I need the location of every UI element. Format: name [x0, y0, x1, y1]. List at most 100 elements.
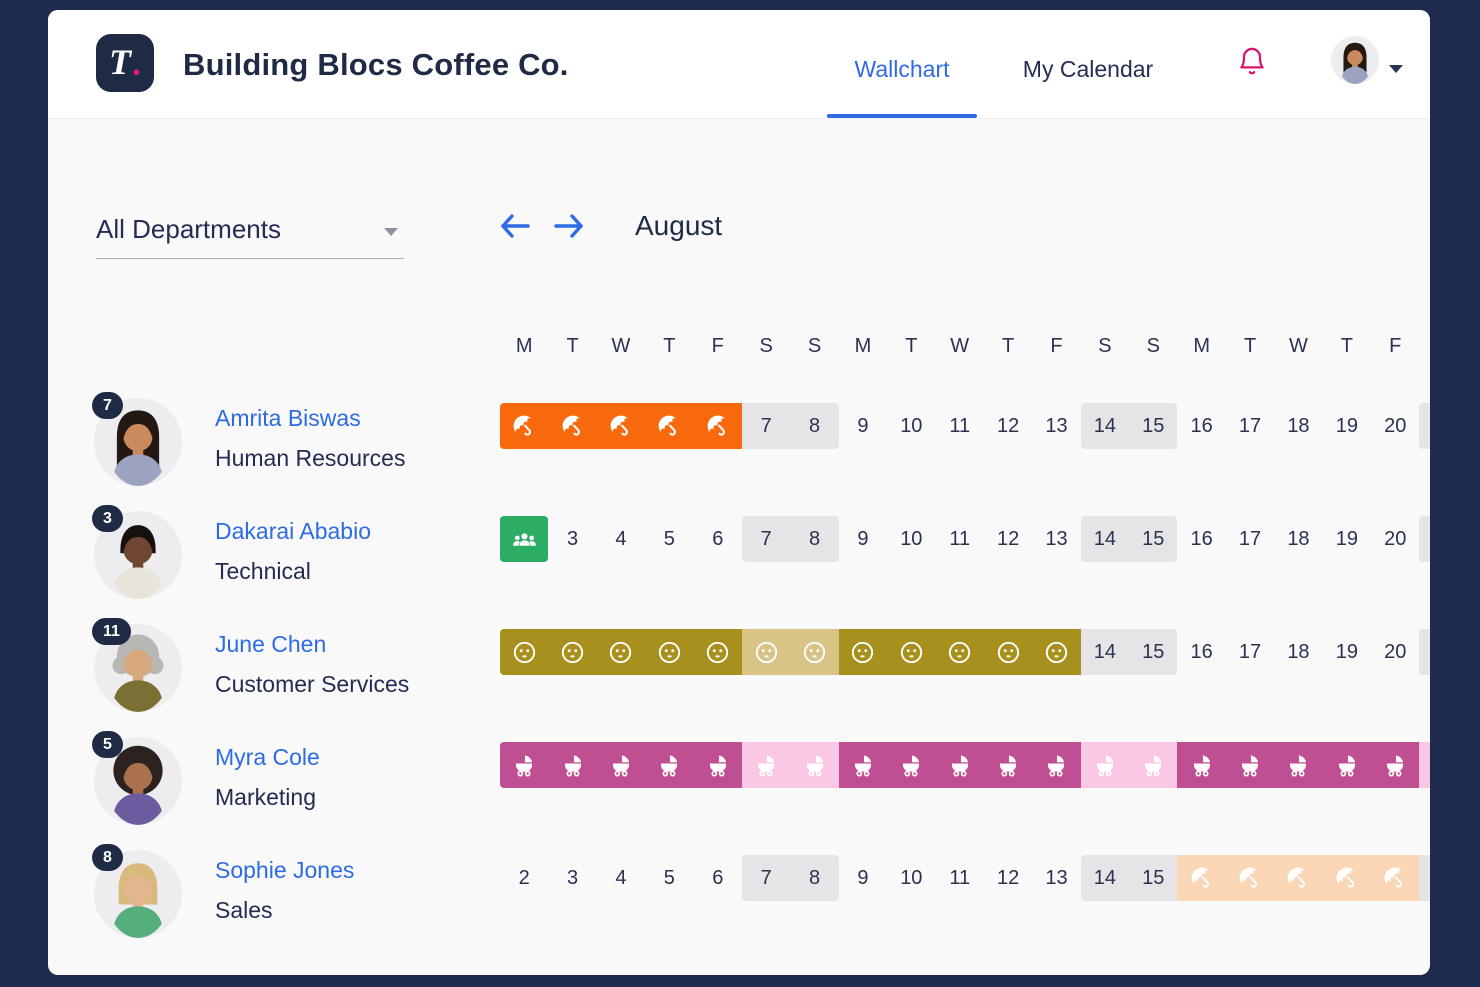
calendar-cell-leave[interactable]	[693, 742, 742, 788]
calendar-cell-leave[interactable]	[500, 742, 549, 788]
calendar-cell-day[interactable]: 16	[1190, 527, 1213, 550]
calendar-cell-leave[interactable]	[887, 742, 936, 788]
calendar-cell-day[interactable]: 14	[1080, 403, 1130, 449]
calendar-cell-leave[interactable]	[548, 742, 597, 788]
calendar-cell-day[interactable]: 13	[1045, 527, 1068, 550]
app-logo[interactable]: T.	[96, 34, 154, 92]
calendar-cell-leave[interactable]	[1080, 742, 1130, 788]
calendar-cell-day[interactable]: 5	[663, 866, 675, 889]
calendar-cell-day[interactable]: 8	[790, 855, 839, 901]
calendar-cell-leave[interactable]	[693, 629, 742, 675]
person-name-link[interactable]: Dakarai Ababio	[215, 518, 371, 544]
calendar-cell-day[interactable]: 6	[712, 866, 724, 889]
calendar-cell-day[interactable]: 15	[1129, 629, 1178, 675]
calendar-cell-day[interactable]: 20	[1384, 414, 1407, 437]
calendar-cell-leave[interactable]	[1322, 742, 1372, 788]
calendar-cell-leave[interactable]	[596, 742, 646, 788]
calendar-cell-day[interactable]: 10	[900, 866, 923, 889]
calendar-cell-leave[interactable]	[741, 629, 791, 675]
calendar-cell-day[interactable]: 14	[1080, 516, 1130, 562]
calendar-cell-leave[interactable]	[645, 629, 694, 675]
calendar-cell-leave[interactable]	[887, 629, 936, 675]
department-filter-select[interactable]: All Departments	[96, 208, 404, 259]
calendar-cell-leave[interactable]	[1225, 855, 1275, 901]
avatar[interactable]	[94, 511, 182, 599]
calendar-cell-leave[interactable]	[645, 403, 694, 449]
tab-wallchart[interactable]: Wallchart	[854, 56, 950, 82]
calendar-cell-day[interactable]	[1419, 855, 1430, 901]
calendar-cell-leave[interactable]	[1129, 742, 1178, 788]
calendar-cell-leave[interactable]	[693, 403, 742, 449]
calendar-cell-leave[interactable]	[983, 742, 1033, 788]
calendar-cell-leave[interactable]	[596, 403, 646, 449]
calendar-cell-day[interactable]: 16	[1190, 414, 1213, 437]
calendar-cell-leave[interactable]	[741, 742, 791, 788]
calendar-cell-day[interactable]: 14	[1080, 629, 1130, 675]
calendar-cell-day[interactable]: 19	[1335, 527, 1358, 550]
calendar-cell-leave[interactable]	[1274, 855, 1323, 901]
calendar-cell-leave[interactable]	[645, 742, 694, 788]
calendar-cell-leave[interactable]	[1322, 855, 1372, 901]
person-name-link[interactable]: June Chen	[215, 631, 327, 657]
calendar-cell-leave[interactable]	[548, 403, 597, 449]
calendar-cell-day[interactable]: 7	[741, 516, 791, 562]
calendar-cell-leave[interactable]	[1032, 742, 1081, 788]
calendar-cell-day[interactable]: 8	[790, 516, 839, 562]
calendar-cell-day[interactable]: 5	[663, 527, 675, 550]
calendar-cell-leave[interactable]	[596, 629, 646, 675]
calendar-cell-day[interactable]: 7	[741, 403, 791, 449]
calendar-cell-day[interactable]: 20	[1384, 640, 1407, 663]
calendar-cell-leave[interactable]	[1274, 742, 1323, 788]
calendar-cell-day[interactable]: 11	[949, 414, 971, 437]
calendar-cell-day[interactable]: 4	[615, 527, 627, 550]
avatar[interactable]	[94, 850, 182, 938]
calendar-cell-leave[interactable]	[500, 403, 549, 449]
calendar-cell-day[interactable]: 4	[615, 866, 627, 889]
person-name-link[interactable]: Sophie Jones	[215, 857, 355, 883]
calendar-cell-day[interactable]: 20	[1384, 527, 1407, 550]
calendar-cell-day[interactable]: 17	[1238, 527, 1262, 550]
calendar-cell-day[interactable]: 14	[1080, 855, 1130, 901]
calendar-cell-day[interactable]: 13	[1045, 414, 1068, 437]
calendar-cell-leave[interactable]	[838, 629, 888, 675]
calendar-cell-leave[interactable]	[838, 742, 888, 788]
calendar-cell-day[interactable]: 17	[1238, 414, 1262, 437]
calendar-cell-day[interactable]	[1419, 629, 1430, 675]
calendar-cell-day[interactable]: 6	[712, 527, 724, 550]
calendar-cell-leave[interactable]	[500, 629, 549, 675]
calendar-cell-day[interactable]: 12	[996, 527, 1020, 550]
calendar-cell-leave[interactable]	[548, 629, 597, 675]
calendar-cell-day[interactable]: 9	[857, 414, 869, 437]
person-name-link[interactable]: Myra Cole	[215, 744, 320, 770]
calendar-cell-day[interactable]: 11	[949, 866, 971, 889]
calendar-cell-day[interactable]: 18	[1287, 527, 1310, 550]
calendar-cell-day[interactable]: 15	[1129, 403, 1178, 449]
calendar-cell-day[interactable]: 9	[857, 527, 869, 550]
user-menu-caret-icon[interactable]	[1389, 65, 1403, 73]
calendar-cell-leave[interactable]	[935, 629, 984, 675]
calendar-cell-leave[interactable]	[1177, 742, 1226, 788]
calendar-cell-day[interactable]: 19	[1335, 640, 1358, 663]
calendar-cell-day[interactable]: 3	[567, 527, 579, 550]
avatar[interactable]	[94, 398, 182, 486]
calendar-cell-day[interactable]: 13	[1045, 866, 1068, 889]
calendar-cell-leave[interactable]	[1371, 855, 1420, 901]
calendar-cell-leave[interactable]	[1371, 742, 1420, 788]
calendar-cell-day[interactable]: 10	[900, 414, 923, 437]
calendar-cell-day[interactable]: 15	[1129, 855, 1178, 901]
avatar[interactable]	[94, 624, 182, 712]
calendar-cell-day[interactable]: 2	[518, 866, 530, 889]
calendar-cell-day[interactable]	[1419, 403, 1430, 449]
calendar-cell-leave[interactable]	[1032, 629, 1081, 675]
notification-bell-icon[interactable]	[1236, 46, 1268, 78]
calendar-cell-leave[interactable]	[500, 516, 549, 562]
next-month-button[interactable]	[552, 211, 586, 241]
calendar-cell-day[interactable]: 12	[996, 414, 1020, 437]
calendar-cell-day[interactable]: 17	[1238, 640, 1262, 663]
tab-my-calendar[interactable]: My Calendar	[1022, 56, 1154, 82]
calendar-cell-day[interactable]: 18	[1287, 640, 1310, 663]
calendar-cell-day[interactable]: 9	[857, 866, 869, 889]
calendar-cell-day[interactable]: 15	[1129, 516, 1178, 562]
calendar-cell-day[interactable]: 19	[1335, 414, 1358, 437]
user-avatar[interactable]	[1331, 36, 1379, 84]
